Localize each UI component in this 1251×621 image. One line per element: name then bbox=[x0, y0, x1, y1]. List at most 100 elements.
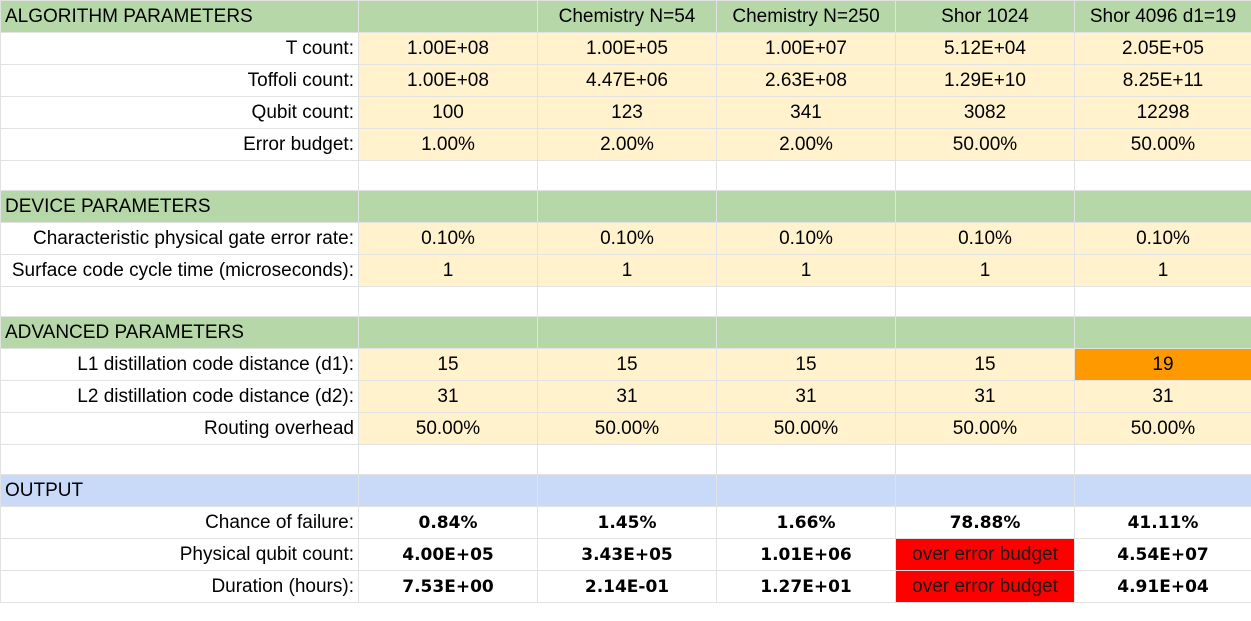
output-cell[interactable]: 0.84% bbox=[358, 506, 538, 539]
row-label[interactable]: Duration (hours): bbox=[0, 570, 359, 603]
header-cell-empty[interactable] bbox=[1074, 316, 1251, 349]
output-cell[interactable]: 1.01E+06 bbox=[716, 538, 896, 571]
header-cell-empty[interactable] bbox=[895, 190, 1075, 223]
input-cell[interactable]: 2.63E+08 bbox=[716, 64, 896, 97]
input-cell[interactable]: 1.00E+08 bbox=[358, 32, 538, 65]
header-cell-empty[interactable] bbox=[1074, 474, 1251, 507]
input-cell[interactable]: 1.00E+07 bbox=[716, 32, 896, 65]
output-cell[interactable]: 78.88% bbox=[895, 506, 1075, 539]
empty-cell[interactable] bbox=[537, 444, 717, 475]
empty-cell[interactable] bbox=[537, 160, 717, 191]
input-cell[interactable]: 0.10% bbox=[537, 222, 717, 255]
output-cell[interactable]: 4.00E+05 bbox=[358, 538, 538, 571]
row-label[interactable]: Qubit count: bbox=[0, 96, 359, 129]
input-cell[interactable]: 50.00% bbox=[895, 412, 1075, 445]
input-cell[interactable]: 2.00% bbox=[716, 128, 896, 161]
row-label[interactable]: Physical qubit count: bbox=[0, 538, 359, 571]
input-cell[interactable]: 0.10% bbox=[358, 222, 538, 255]
output-cell[interactable]: 2.14E-01 bbox=[537, 570, 717, 603]
device-section-title[interactable]: DEVICE PARAMETERS bbox=[0, 190, 359, 223]
empty-cell[interactable] bbox=[537, 286, 717, 317]
input-cell[interactable]: 50.00% bbox=[716, 412, 896, 445]
highlighted-input-cell[interactable]: 19 bbox=[1074, 348, 1251, 381]
input-cell[interactable]: 8.25E+11 bbox=[1074, 64, 1251, 97]
empty-cell[interactable] bbox=[358, 160, 538, 191]
empty-cell[interactable] bbox=[716, 286, 896, 317]
header-cell-empty[interactable] bbox=[537, 474, 717, 507]
input-cell[interactable]: 5.12E+04 bbox=[895, 32, 1075, 65]
row-label[interactable]: L2 distillation code distance (d2): bbox=[0, 380, 359, 413]
input-cell[interactable]: 12298 bbox=[1074, 96, 1251, 129]
input-cell[interactable]: 1.00% bbox=[358, 128, 538, 161]
advanced-section-title[interactable]: ADVANCED PARAMETERS bbox=[0, 316, 359, 349]
row-label[interactable]: Characteristic physical gate error rate: bbox=[0, 222, 359, 255]
empty-cell[interactable] bbox=[895, 160, 1075, 191]
empty-cell[interactable] bbox=[0, 286, 359, 317]
row-label[interactable]: Chance of failure: bbox=[0, 506, 359, 539]
input-cell[interactable]: 50.00% bbox=[895, 128, 1075, 161]
empty-cell[interactable] bbox=[358, 286, 538, 317]
empty-cell[interactable] bbox=[1074, 444, 1251, 475]
algorithm-section-title[interactable]: ALGORITHM PARAMETERS bbox=[0, 0, 359, 33]
empty-cell[interactable] bbox=[0, 444, 359, 475]
input-cell[interactable]: 1 bbox=[1074, 254, 1251, 287]
input-cell[interactable]: 0.10% bbox=[716, 222, 896, 255]
column-header[interactable]: Shor 4096 d1=19 bbox=[1074, 0, 1251, 33]
row-label[interactable]: Routing overhead bbox=[0, 412, 359, 445]
header-cell-empty[interactable] bbox=[716, 190, 896, 223]
output-cell[interactable]: 3.43E+05 bbox=[537, 538, 717, 571]
input-cell[interactable]: 15 bbox=[537, 348, 717, 381]
input-cell[interactable]: 50.00% bbox=[1074, 412, 1251, 445]
header-cell-empty[interactable] bbox=[537, 190, 717, 223]
input-cell[interactable]: 1 bbox=[358, 254, 538, 287]
column-header[interactable]: Shor 1024 bbox=[895, 0, 1075, 33]
empty-cell[interactable] bbox=[895, 444, 1075, 475]
header-cell-empty[interactable] bbox=[537, 316, 717, 349]
input-cell[interactable]: 50.00% bbox=[537, 412, 717, 445]
row-label[interactable]: T count: bbox=[0, 32, 359, 65]
header-cell-empty[interactable] bbox=[358, 316, 538, 349]
input-cell[interactable]: 31 bbox=[716, 380, 896, 413]
row-label[interactable]: Error budget: bbox=[0, 128, 359, 161]
input-cell[interactable]: 0.10% bbox=[1074, 222, 1251, 255]
input-cell[interactable]: 1.00E+05 bbox=[537, 32, 717, 65]
input-cell[interactable]: 50.00% bbox=[358, 412, 538, 445]
output-cell[interactable]: 4.54E+07 bbox=[1074, 538, 1251, 571]
input-cell[interactable]: 2.00% bbox=[537, 128, 717, 161]
empty-cell[interactable] bbox=[0, 160, 359, 191]
header-cell-empty[interactable] bbox=[895, 316, 1075, 349]
input-cell[interactable]: 2.05E+05 bbox=[1074, 32, 1251, 65]
output-section-title[interactable]: OUTPUT bbox=[0, 474, 359, 507]
row-label[interactable]: L1 distillation code distance (d1): bbox=[0, 348, 359, 381]
row-label[interactable]: Toffoli count: bbox=[0, 64, 359, 97]
header-cell-empty[interactable] bbox=[1074, 190, 1251, 223]
empty-cell[interactable] bbox=[716, 444, 896, 475]
empty-cell[interactable] bbox=[895, 286, 1075, 317]
empty-cell[interactable] bbox=[358, 444, 538, 475]
header-cell-empty[interactable] bbox=[895, 474, 1075, 507]
input-cell[interactable]: 1 bbox=[716, 254, 896, 287]
input-cell[interactable]: 15 bbox=[358, 348, 538, 381]
column-header[interactable]: Chemistry N=54 bbox=[537, 0, 717, 33]
row-label[interactable]: Surface code cycle time (microseconds): bbox=[0, 254, 359, 287]
input-cell[interactable]: 4.47E+06 bbox=[537, 64, 717, 97]
input-cell[interactable]: 31 bbox=[537, 380, 717, 413]
header-cell-empty[interactable] bbox=[716, 474, 896, 507]
input-cell[interactable]: 15 bbox=[716, 348, 896, 381]
header-cell-empty[interactable] bbox=[358, 0, 538, 33]
input-cell[interactable]: 100 bbox=[358, 96, 538, 129]
input-cell[interactable]: 341 bbox=[716, 96, 896, 129]
input-cell[interactable]: 15 bbox=[895, 348, 1075, 381]
header-cell-empty[interactable] bbox=[716, 316, 896, 349]
input-cell[interactable]: 0.10% bbox=[895, 222, 1075, 255]
output-cell[interactable]: 1.66% bbox=[716, 506, 896, 539]
input-cell[interactable]: 3082 bbox=[895, 96, 1075, 129]
empty-cell[interactable] bbox=[1074, 160, 1251, 191]
input-cell[interactable]: 1.29E+10 bbox=[895, 64, 1075, 97]
output-cell[interactable]: 7.53E+00 bbox=[358, 570, 538, 603]
column-header[interactable]: Chemistry N=250 bbox=[716, 0, 896, 33]
header-cell-empty[interactable] bbox=[358, 190, 538, 223]
input-cell[interactable]: 1 bbox=[537, 254, 717, 287]
input-cell[interactable]: 1 bbox=[895, 254, 1075, 287]
output-cell[interactable]: 4.91E+04 bbox=[1074, 570, 1251, 603]
